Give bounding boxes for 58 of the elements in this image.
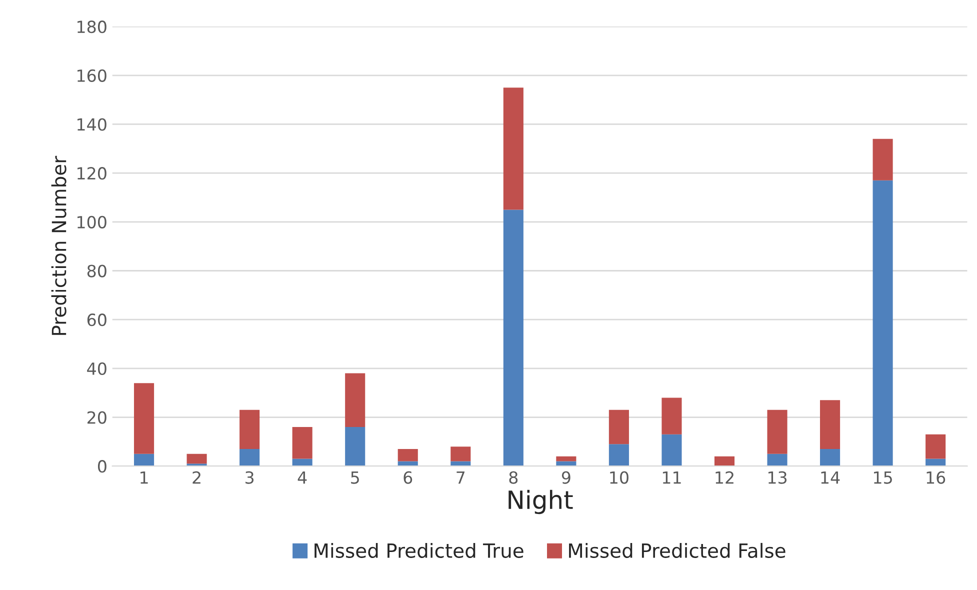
bar: [345, 427, 366, 466]
x-tick-label: 3: [246, 471, 254, 484]
bar: [926, 434, 946, 459]
bar: [450, 461, 471, 466]
bar: [292, 427, 312, 459]
bar: [820, 449, 840, 466]
bar: [662, 434, 682, 466]
bar: [134, 383, 154, 454]
bar: [240, 449, 260, 466]
y-tick-label: 120: [78, 167, 106, 180]
x-tick-label: 4: [298, 471, 307, 484]
bar: [450, 446, 471, 462]
y-tick-label: 40: [87, 362, 106, 375]
bar: [134, 454, 154, 466]
bar: [714, 456, 735, 466]
x-tick-label: 11: [662, 471, 681, 484]
x-tick-label: 6: [404, 471, 412, 484]
y-tick-label: 160: [78, 69, 106, 82]
y-tick-label: 180: [78, 20, 106, 34]
y-axis-title: Prediction Number: [51, 156, 66, 335]
bar: [503, 88, 524, 210]
x-tick-label: 5: [351, 471, 359, 484]
x-tick-label: 9: [562, 471, 570, 484]
bar: [186, 454, 207, 464]
y-tick-label: 140: [78, 118, 106, 131]
y-tick-label: 20: [88, 411, 106, 424]
x-axis-title: Night: [508, 490, 573, 514]
bar: [872, 138, 893, 180]
bar: [608, 444, 629, 466]
bar: [608, 410, 629, 444]
legend-label: Missed Predicted False: [569, 542, 786, 558]
x-tick-label: 1: [140, 471, 148, 484]
bar: [820, 400, 840, 450]
x-tick-label: 16: [926, 471, 946, 484]
bar: [398, 449, 418, 462]
bar: [767, 454, 788, 466]
bar: [872, 180, 893, 466]
y-tick-label: 80: [87, 264, 106, 278]
bar: [767, 410, 788, 454]
bar: [345, 373, 366, 428]
bar: [556, 461, 576, 466]
y-tick-label: 0: [98, 460, 106, 473]
x-tick-label: 14: [821, 471, 840, 484]
bar: [503, 210, 524, 466]
x-tick-label: 15: [874, 471, 892, 484]
x-tick-label: 12: [716, 471, 734, 484]
x-tick-label: 10: [610, 471, 628, 484]
x-tick-label: 7: [456, 471, 465, 484]
y-tick-label: 100: [78, 216, 106, 228]
x-tick-label: 8: [509, 471, 518, 484]
bar: [398, 461, 418, 466]
bar: [662, 398, 682, 434]
bar: [240, 410, 260, 450]
y-tick-label: 60: [87, 314, 106, 326]
x-tick-label: 13: [768, 471, 787, 484]
legend-label: Missed Predicted True: [314, 542, 524, 558]
x-tick-label: 2: [192, 471, 200, 484]
bar: [556, 456, 576, 462]
